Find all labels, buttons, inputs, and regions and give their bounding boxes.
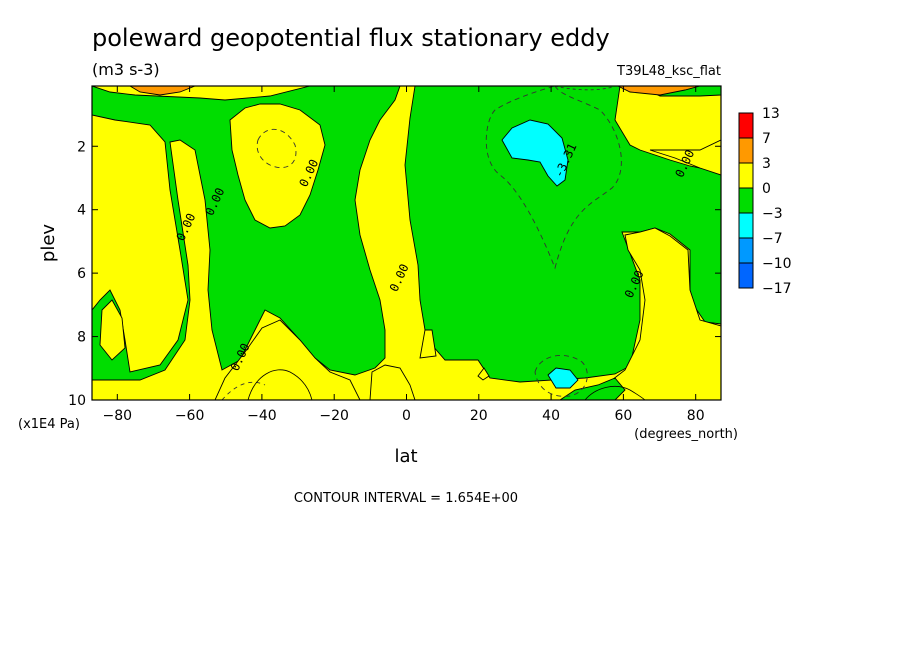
legend-label: −10 [762,256,792,272]
fill-green-main [404,86,721,383]
chart-units: (m3 s-3) [92,60,160,79]
legend-swatch [738,137,754,164]
legend-swatch [738,187,754,214]
contour-dashed-lower [534,355,588,397]
x-tick-label: 20 [470,408,488,424]
legend-swatch [738,112,754,139]
x-axis-unit: (degrees_north) [634,427,738,442]
y-tick-label: 4 [77,203,86,219]
x-tick-label: 80 [687,408,705,424]
y-axis: 2 4 6 8 10 [68,139,721,409]
contour-dashed-nh [485,86,622,270]
y-tick-label: 6 [77,266,86,282]
fill-yellow-sh-hole [99,299,126,361]
legend-swatch [738,237,754,264]
legend-label: 7 [762,131,771,147]
fill-yellow-nh-column [609,227,721,400]
contour-dashed-bottom-sh [221,381,266,400]
fill-yellow-dot [477,367,490,381]
experiment-label: T39L48_ksc_flat [616,64,721,79]
legend-label: 3 [762,156,771,172]
fill-yellow-bottom-left [214,319,361,400]
x-axis-label: lat [394,446,417,467]
x-tick-label: −80 [103,408,133,424]
x-tick-label: −20 [319,408,349,424]
x-tick-label: 0 [402,408,411,424]
x-axis: −80 −60 −40 −20 0 20 40 60 80 [103,86,705,424]
fill-yellow-eq-base [369,364,416,400]
y-axis-unit: (x1E4 Pa) [18,417,80,432]
chart-title: poleward geopotential flux stationary ed… [92,24,610,52]
legend-label: −3 [762,206,783,222]
x-tick-label: −60 [175,408,205,424]
legend-label: −17 [762,281,792,297]
legend-label: −7 [762,231,783,247]
legend-swatch [738,162,754,189]
fill-cyan-lower [547,367,579,389]
legend-label: 0 [762,181,771,197]
legend-swatch [738,262,754,289]
fill-orange-top-nh [617,86,701,96]
contour-dashed-top [554,86,616,91]
fill-cyan-upper [501,119,569,187]
y-tick-label: 8 [77,330,86,346]
y-axis-label: plev [38,224,59,263]
contour-fills [92,86,721,400]
fill-yellow-nh-topright [649,139,721,176]
color-legend: 13 7 3 0 −3 −7 −10 −17 [738,106,792,297]
x-tick-label: 40 [542,408,560,424]
contour-solid-extra-sh [247,369,313,400]
fill-yellow-sh-strip [92,114,189,373]
fill-yellow-small-eq [419,329,437,359]
legend-swatch [738,212,754,239]
fill-green-bottom-nh [559,377,626,400]
x-tick-label: −40 [247,408,277,424]
contour-solid-nh-bottom [584,386,646,400]
contour-dashed-sh [256,128,297,169]
legend-label: 13 [762,106,780,122]
y-tick-label: 2 [77,139,86,155]
fill-yellow-midsh [229,103,326,229]
x-tick-label: 60 [614,408,632,424]
fill-orange-top-sh [129,86,196,96]
y-tick-label: 10 [68,393,86,409]
contour-interval: CONTOUR INTERVAL = 1.654E+00 [294,491,518,506]
